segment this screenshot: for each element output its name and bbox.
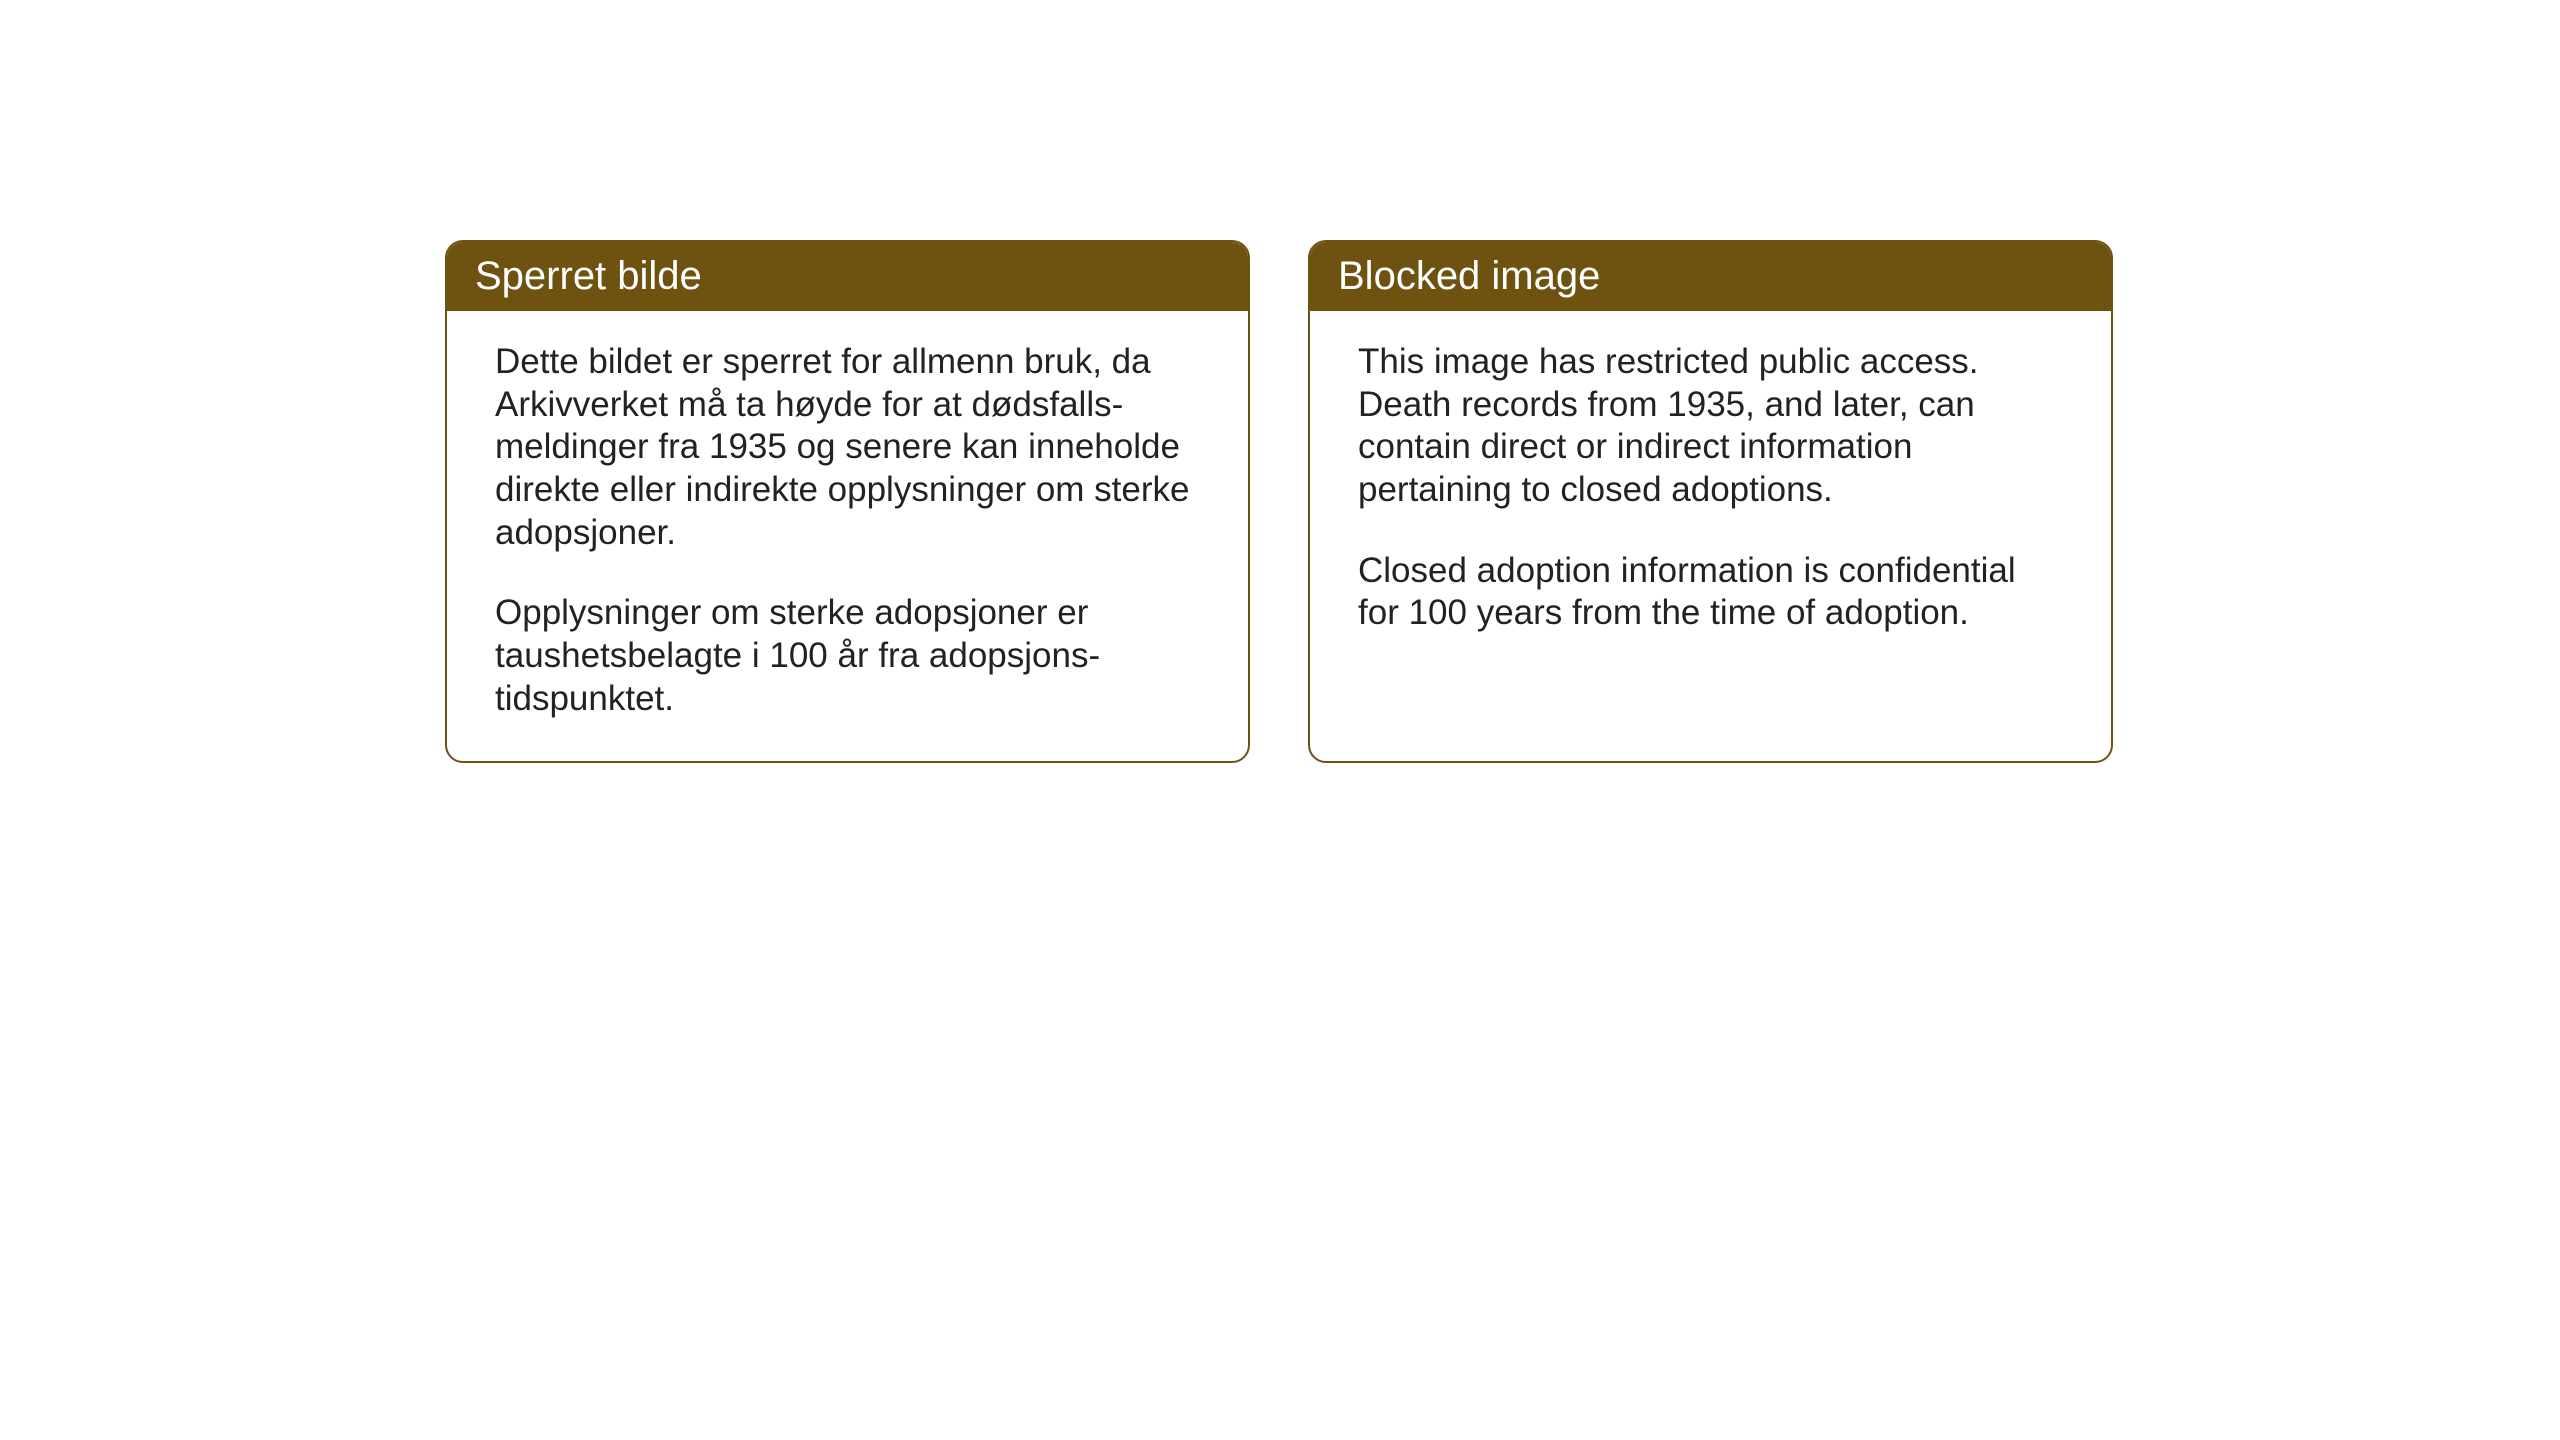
card-paragraph: Dette bildet er sperret for allmenn bruk… — [495, 341, 1200, 554]
notice-card-english: Blocked image This image has restricted … — [1308, 240, 2113, 763]
card-paragraph: This image has restricted public access.… — [1358, 341, 2063, 512]
card-body-english: This image has restricted public access.… — [1310, 311, 2111, 675]
notice-container: Sperret bilde Dette bildet er sperret fo… — [445, 240, 2113, 763]
card-title-norwegian: Sperret bilde — [475, 254, 702, 298]
card-title-english: Blocked image — [1338, 254, 1600, 298]
card-paragraph: Closed adoption information is confident… — [1358, 550, 2063, 635]
card-paragraph: Opplysninger om sterke adopsjoner er tau… — [495, 592, 1200, 720]
card-body-norwegian: Dette bildet er sperret for allmenn bruk… — [447, 311, 1248, 761]
card-header-norwegian: Sperret bilde — [447, 242, 1248, 311]
card-header-english: Blocked image — [1310, 242, 2111, 311]
notice-card-norwegian: Sperret bilde Dette bildet er sperret fo… — [445, 240, 1250, 763]
